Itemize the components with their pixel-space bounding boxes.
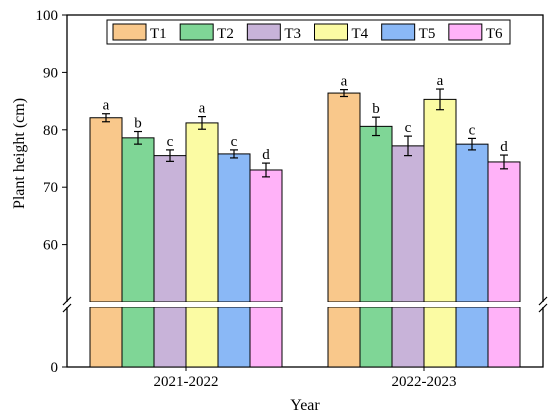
significance-label-T1-2022-2023: a: [341, 74, 348, 90]
bar-T6-2021-2022-lower: [249, 306, 283, 368]
bar-T4-2022-2023-lower: [423, 306, 457, 368]
significance-label-T3-2022-2023: c: [405, 120, 412, 136]
legend-label-T4: T4: [352, 26, 369, 42]
bar-T4-2021-2022-lower: [185, 306, 219, 368]
bar-T1-2022-2023-lower: [327, 306, 361, 368]
y-tick-label-90: 90: [43, 65, 58, 81]
axis-break-mark-1-b: [538, 303, 548, 313]
y-tick-label-70: 70: [43, 180, 58, 196]
significance-label-T5-2021-2022: c: [231, 134, 238, 150]
bars: a b c a c d a b c a c d: [89, 73, 521, 368]
bar-T2-2021-2022: [121, 137, 155, 303]
bar-T3-2021-2022: [153, 155, 187, 303]
significance-label-T6-2021-2022: d: [262, 147, 270, 163]
bar-T4-2021-2022: [185, 122, 219, 303]
bar-T5-2021-2022: [217, 153, 251, 303]
plot-area: [66, 14, 544, 368]
bar-T1-2021-2022: [89, 117, 123, 303]
significance-label-T2-2021-2022: b: [134, 116, 142, 132]
legend-swatch-T3: [246, 23, 281, 41]
bar-T6-2022-2023-lower: [487, 306, 521, 368]
bar-T2-2022-2023: [359, 125, 393, 303]
axis-break-mark-1-a: [538, 296, 548, 306]
legend-label-T6: T6: [486, 26, 503, 42]
legend-label-T2: T2: [217, 26, 234, 42]
bar-T2-2021-2022-lower: [121, 306, 155, 368]
y-axis-title: Plant height (cm): [11, 98, 28, 209]
legend-swatch-T6: [448, 23, 483, 41]
legend-swatch-T5: [381, 23, 416, 41]
bar-T5-2022-2023: [455, 143, 489, 303]
significance-label-T4-2022-2023: a: [437, 73, 444, 89]
bar-T4-2022-2023: [423, 98, 457, 303]
bar-T6-2021-2022: [249, 169, 283, 303]
axes: 2021-2022 2022-2023 0 60 70 80 90 100: [36, 8, 550, 390]
legend: T1 T2 T3 T4 T5 T6: [106, 19, 511, 45]
legend-swatch-T4: [314, 23, 348, 41]
significance-label-T3-2021-2022: c: [167, 134, 174, 150]
axis-break-gap: [57, 302, 550, 307]
bar-T2-2022-2023-lower: [359, 306, 393, 368]
bar-T3-2021-2022-lower: [153, 306, 187, 368]
bar-T5-2022-2023-lower: [455, 306, 489, 368]
y-tick-label-80: 80: [43, 123, 58, 139]
bar-T6-2022-2023: [487, 161, 521, 303]
legend-swatch-T1: [112, 23, 147, 41]
significance-label-T1-2021-2022: a: [103, 98, 110, 114]
y-tick-label-60: 60: [43, 238, 58, 254]
legend-label-T5: T5: [419, 26, 436, 42]
axis-break-mark-0-b: [62, 303, 72, 313]
significance-label-T6-2022-2023: d: [500, 139, 508, 155]
bar-T3-2022-2023: [391, 145, 425, 303]
x-tick-label-2021-2022: 2021-2022: [154, 374, 219, 390]
bar-T5-2021-2022-lower: [217, 306, 251, 368]
significance-label-T4-2021-2022: a: [199, 101, 206, 117]
legend-swatch-T2: [179, 23, 214, 41]
bar-T3-2022-2023-lower: [391, 306, 425, 368]
bar-T1-2021-2022-lower: [89, 306, 123, 368]
x-tick-label-2022-2023: 2022-2023: [392, 374, 457, 390]
x-axis-title: Year: [290, 397, 320, 414]
legend-label-T3: T3: [284, 26, 301, 42]
legend-box: [106, 19, 511, 45]
plot-frame: [66, 14, 544, 368]
axis-break-mark-0-a: [62, 296, 72, 306]
y-tick-label-100: 100: [36, 8, 59, 24]
significance-label-T2-2022-2023: b: [372, 101, 380, 117]
legend-label-T1: T1: [150, 26, 167, 42]
significance-label-T5-2022-2023: c: [469, 122, 476, 138]
bar-T1-2022-2023: [327, 92, 361, 303]
y-tick-label-0: 0: [51, 360, 59, 376]
